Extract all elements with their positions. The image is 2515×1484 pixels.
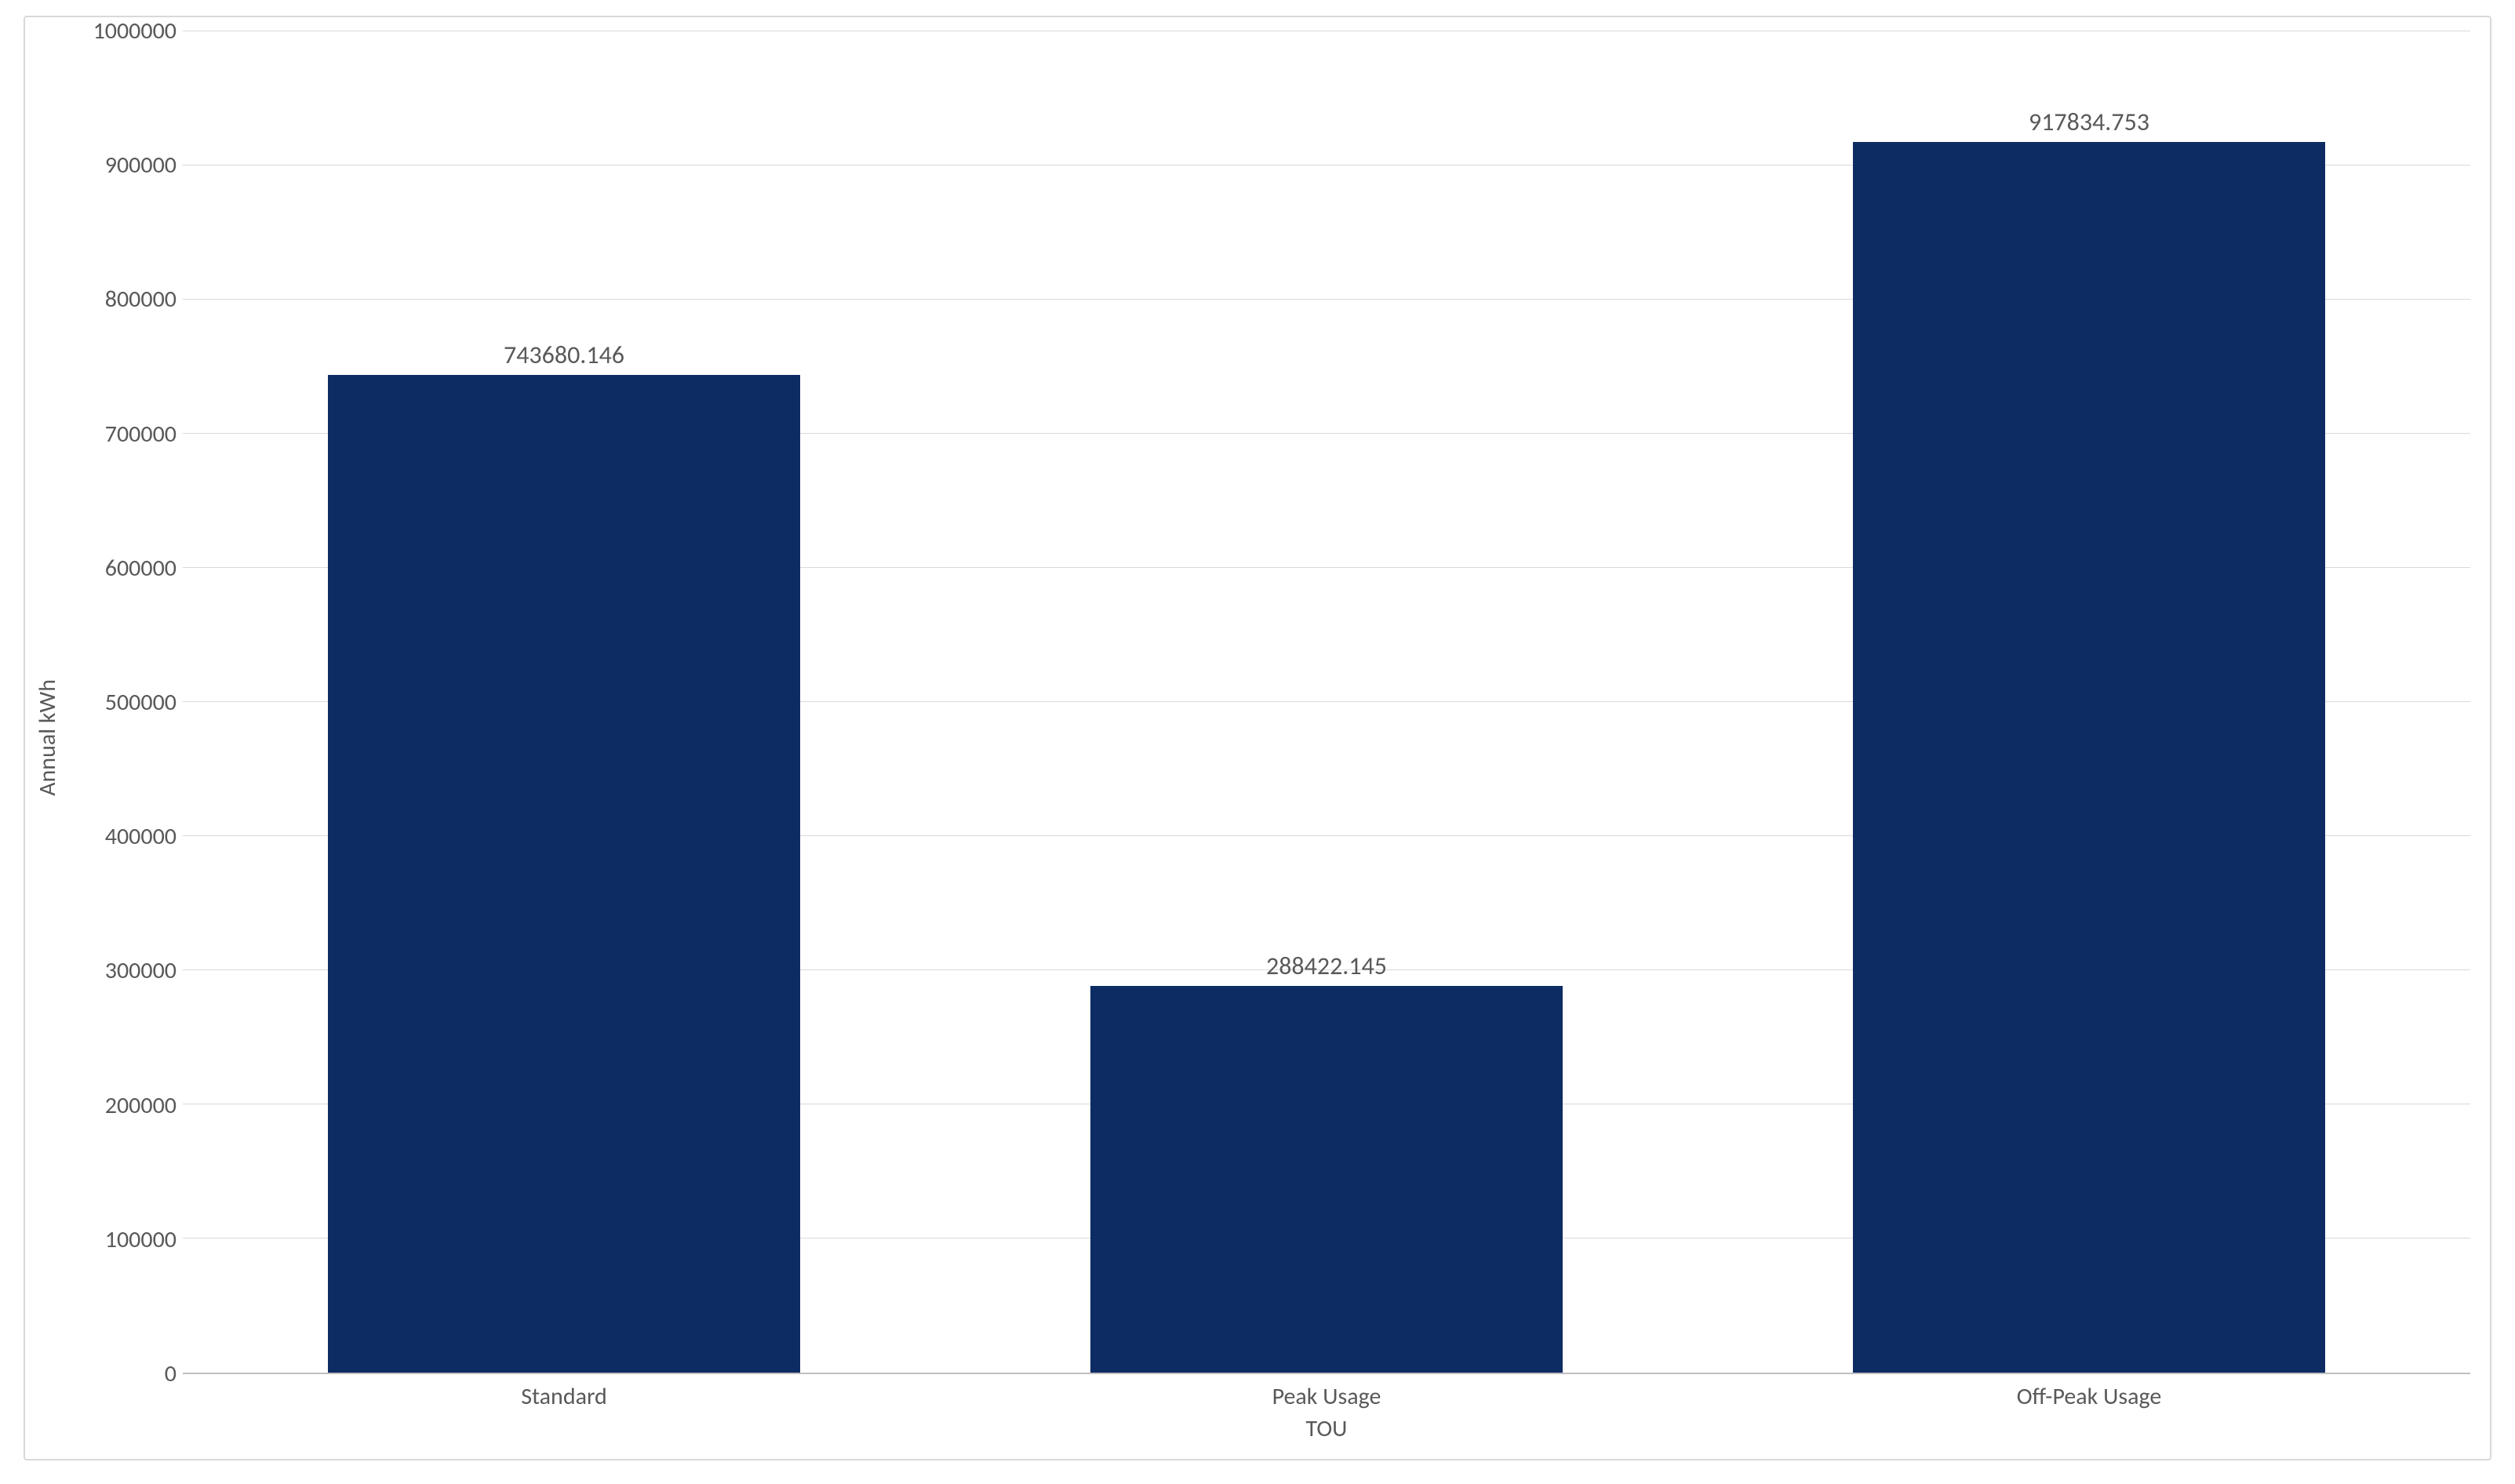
bar-offpeak [1853, 142, 2326, 1373]
x-category-label: Off-Peak Usage [1708, 1382, 2470, 1411]
y-tick-label: 800000 [105, 288, 177, 311]
bar-value-label: 743680.146 [504, 340, 624, 370]
y-tick-label: 300000 [105, 959, 177, 983]
y-tick-label: 200000 [105, 1094, 177, 1118]
y-tick-label: 500000 [105, 691, 177, 715]
y-tick-label: 100000 [105, 1228, 177, 1252]
bar-value-label: 917834.753 [2029, 107, 2149, 137]
y-tick-label: 700000 [105, 423, 177, 446]
bar-slot-peak: 288422.145 [945, 31, 1708, 1373]
bar-slot-standard: 743680.146 [183, 31, 945, 1373]
y-tick-label: 0 [165, 1362, 177, 1386]
y-tick-label: 400000 [105, 825, 177, 849]
bar-peak [1090, 986, 1563, 1373]
x-category-label: Peak Usage [945, 1382, 1708, 1411]
y-axis-title: Annual kWh [33, 679, 62, 796]
plot-area: 743680.146 288422.145 917834.753 [183, 31, 2470, 1374]
x-category-label: Standard [183, 1382, 945, 1411]
x-axis-title: TOU [183, 1414, 2470, 1443]
chart-frame: Annual kWh 1000000 900000 800000 700000 … [24, 16, 2491, 1460]
x-axis-categories: Standard Peak Usage Off-Peak Usage [183, 1374, 2470, 1411]
y-axis-ticks: 1000000 900000 800000 700000 600000 5000… [67, 31, 177, 1374]
y-tick-label: 600000 [105, 557, 177, 580]
bar-value-label: 288422.145 [1266, 951, 1387, 981]
bar-standard [328, 375, 801, 1373]
y-tick-label: 900000 [105, 154, 177, 177]
bar-slot-offpeak: 917834.753 [1708, 31, 2470, 1373]
y-tick-label: 1000000 [93, 20, 177, 43]
